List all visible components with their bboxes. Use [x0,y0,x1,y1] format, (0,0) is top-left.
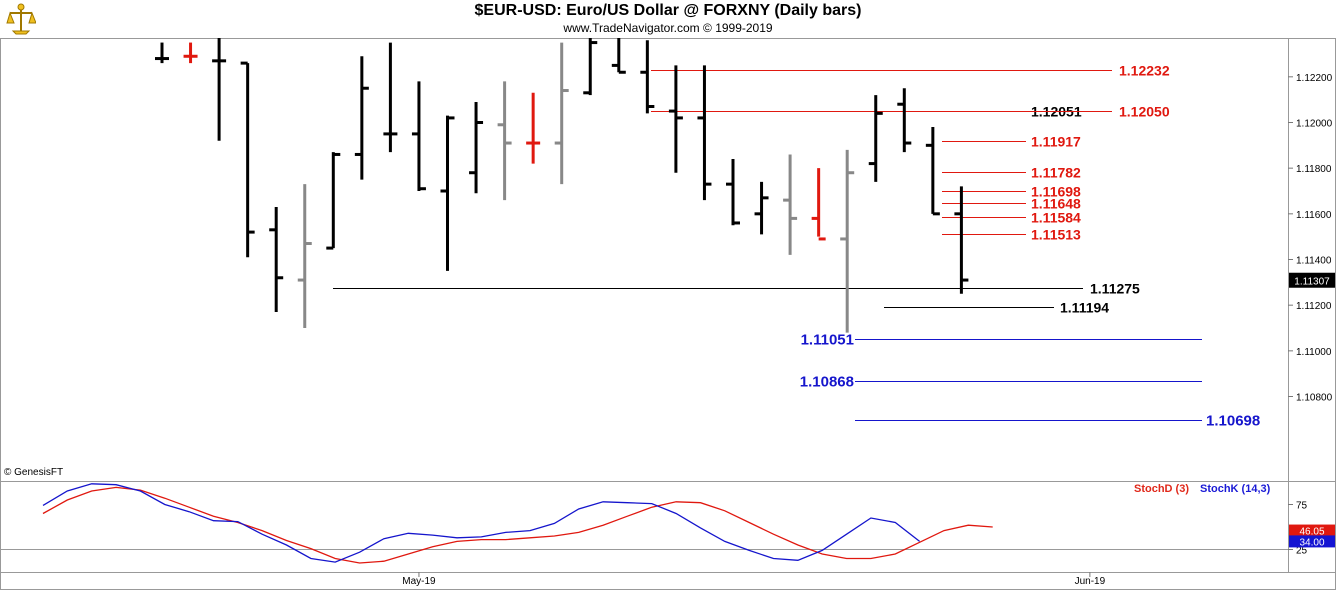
level-label: 1.11275 [1090,281,1140,297]
x-axis-tick-label: May-19 [402,576,436,587]
stoch-line [42,483,920,563]
level-label: 1.11194 [1060,300,1109,316]
level-label: 1.10868 [800,374,854,391]
last-price-box [1289,272,1335,288]
copyright-text: www.TradeNavigator.com © 1999-2019 [563,21,773,35]
chart-frame [0,38,1336,590]
y-axis-tick-label: 1.12200 [1296,73,1333,84]
stoch-last-label: 34.00 [1299,537,1324,548]
level-label: 1.11584 [1031,210,1081,226]
y-axis-tick-label: 1.12000 [1296,118,1333,129]
level-label: 1.11782 [1031,165,1081,181]
scales-of-justice-icon [6,3,36,35]
stoch-d-legend: StochD (3) [1134,483,1189,495]
level-label: 1.11698 [1031,184,1081,200]
y-axis-tick-label: 1.11000 [1296,347,1332,358]
stoch-axis-label: 25 [1296,546,1308,557]
level-label: 1.10698 [1206,413,1260,430]
genesis-credit: © GenesisFT [4,467,64,478]
y-axis-tick-label: 1.10800 [1296,393,1333,404]
level-label: 1.11648 [1031,196,1081,212]
stoch-last-box [1289,524,1335,537]
y-axis-tick-label: 1.11800 [1296,164,1332,175]
chart-title: $EUR-USD: Euro/US Dollar @ FORXNY (Daily… [474,2,862,19]
y-axis-tick-label: 1.11400 [1296,256,1332,267]
level-label: 1.11917 [1031,134,1081,150]
y-axis-tick-label: 1.11600 [1296,210,1332,221]
stoch-axis-label: 75 [1296,501,1308,512]
stoch-last-label: 46.05 [1299,527,1324,538]
level-label: 1.12232 [1119,63,1170,79]
level-label: 1.11513 [1031,227,1081,243]
level-label: 1.11051 [801,332,854,349]
level-label: 1.12050 [1119,104,1170,120]
stoch-line [42,486,993,564]
x-axis-tick-label: Jun-19 [1075,576,1106,587]
last-price-label: 1.11307 [1294,277,1330,288]
y-axis-tick-label: 1.11200 [1296,301,1332,312]
stoch-k-legend: StochK (14,3) [1200,483,1271,495]
stoch-last-box [1289,535,1335,548]
chart-header: $EUR-USD: Euro/US Dollar @ FORXNY (Daily… [0,0,1336,38]
